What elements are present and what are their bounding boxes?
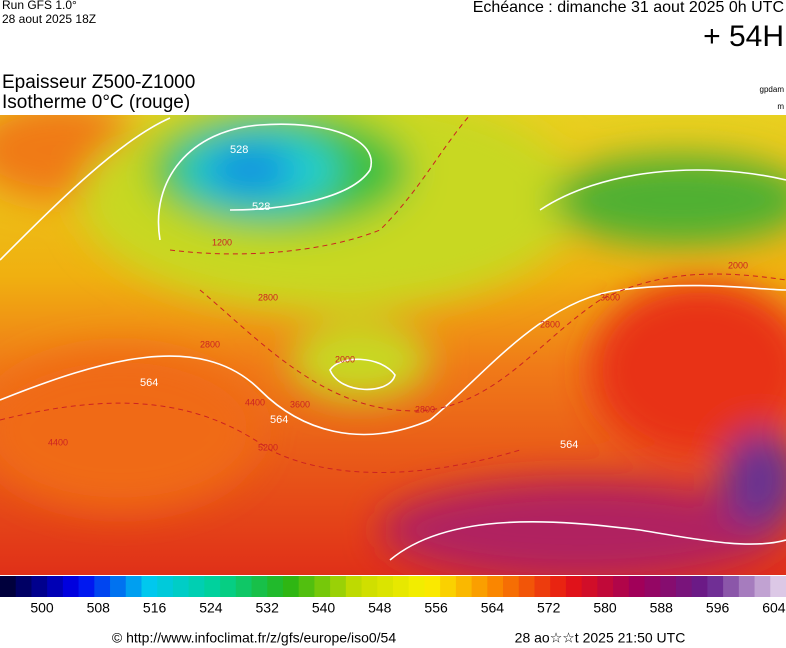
colorbar: 500 508 516 524 532 540 548 556 564 572 580 588 596 6… <box>0 576 786 616</box>
colorbar-swatch <box>534 576 551 597</box>
colorbar-label: 540 <box>312 600 336 616</box>
colorbar-swatch <box>47 576 64 597</box>
colorbar-swatch <box>172 576 190 597</box>
colorbar-swatch <box>125 576 142 597</box>
colorbar-swatch <box>110 576 127 597</box>
colorbar-swatch <box>94 576 111 597</box>
colorbar-swatch <box>298 576 315 597</box>
colorbar-swatch <box>141 576 158 597</box>
colorbar-swatch <box>314 576 331 597</box>
colorbar-swatch <box>361 576 378 597</box>
unit: gpdam <box>760 85 785 94</box>
thickness-label: 528 <box>252 201 270 213</box>
colorbar-swatch <box>157 576 174 597</box>
colorbar-label: 548 <box>368 600 392 616</box>
colorbar-swatch <box>267 576 284 597</box>
iso0-label: 5200 <box>258 442 278 452</box>
colorbar-label: 588 <box>650 600 674 616</box>
colorbar-label: 604 <box>762 600 786 616</box>
colorbar-swatch <box>0 576 17 597</box>
colorbar-swatch <box>204 576 221 597</box>
iso0-label: 2000 <box>335 354 355 364</box>
colorbar-swatch <box>282 576 300 597</box>
source: © http://www.infoclimat.fr/z/gfs/europe/… <box>112 630 396 646</box>
colorbar-swatch <box>550 576 567 597</box>
iso0-label: 2800 <box>540 319 560 329</box>
colorbar-label: 532 <box>256 600 280 616</box>
colorbar-swatch <box>330 576 347 597</box>
iso0-label: 2000 <box>728 260 748 270</box>
iso0-label: 4400 <box>48 437 68 447</box>
colorbar-swatch <box>31 576 48 597</box>
colorbar-swatch <box>62 576 80 597</box>
colorbar-label: 524 <box>199 600 223 616</box>
colorbar-label: 580 <box>593 600 617 616</box>
colorbar-label: 556 <box>424 600 448 616</box>
colorbar-swatch <box>188 576 205 597</box>
colorbar-swatch <box>691 576 708 597</box>
colorbar-swatch <box>424 576 441 597</box>
colorbar-swatch <box>78 576 95 597</box>
colorbar-swatch <box>345 576 363 597</box>
colorbar-label: 500 <box>30 600 54 616</box>
thickness-label: 528 <box>230 144 248 156</box>
colorbar-swatch <box>377 576 394 597</box>
colorbar-swatch <box>251 576 268 597</box>
thickness-label: 564 <box>140 377 158 389</box>
colorbar-swatch <box>660 576 677 597</box>
colorbar-swatch <box>597 576 614 597</box>
colorbar-label: 516 <box>143 600 167 616</box>
iso0-label: 1200 <box>212 237 232 247</box>
colorbar-swatch <box>235 576 253 597</box>
iso0-label: 3600 <box>290 399 310 409</box>
colorbar-swatch <box>770 576 786 597</box>
colorbar-swatch <box>628 576 646 597</box>
colorbar-swatch <box>487 576 504 597</box>
lead-time: + 54H <box>703 20 784 53</box>
colorbar-swatch <box>613 576 630 597</box>
colorbar-swatch <box>518 576 535 597</box>
title: Epaisseur Z500-Z1000 <box>2 72 195 93</box>
colorbar-swatch <box>754 576 771 597</box>
colorbar-swatch <box>15 576 32 597</box>
colorbar-swatch <box>440 576 457 597</box>
unit: m <box>777 102 784 111</box>
colorbar-swatch <box>220 576 237 597</box>
colorbar-swatch <box>455 576 473 597</box>
generated: 28 ao☆☆t 2025 21:50 UTC <box>515 630 686 646</box>
colorbar-swatch <box>565 576 583 597</box>
colorbar-swatch <box>393 576 410 597</box>
colorbar-swatch <box>581 576 598 597</box>
iso0-label: 2800 <box>415 404 435 414</box>
contour-labels: 528 528 564 564 564 1200 2800 2800 3600 4400 5200 2… <box>48 144 748 452</box>
iso0-label: 2800 <box>258 292 278 302</box>
valid-time: Echéance : dimanche 31 aout 2025 0h UTC <box>473 0 784 16</box>
colorbar-label: 508 <box>87 600 111 616</box>
colorbar-swatch <box>738 576 756 597</box>
colorbar-swatch <box>707 576 724 597</box>
colorbar-label: 572 <box>537 600 561 616</box>
colorbar-label: 564 <box>481 600 505 616</box>
iso0-label: 3600 <box>600 292 620 302</box>
iso0-label: 2800 <box>200 339 220 349</box>
run: Run GFS 1.0° <box>2 0 77 12</box>
colorbar-label: 596 <box>706 600 730 616</box>
colorbar-swatch <box>675 576 693 597</box>
colorbar-swatch <box>723 576 740 597</box>
colorbar-swatch <box>644 576 661 597</box>
map-field <box>0 115 786 575</box>
thickness-label: 564 <box>270 414 288 426</box>
colorbar-swatch <box>408 576 425 597</box>
run-date: 28 aout 2025 18Z <box>2 12 96 26</box>
subtitle: Isotherme 0°C (rouge) <box>2 92 190 113</box>
colorbar-swatch <box>471 576 488 597</box>
thickness-label: 564 <box>560 439 578 451</box>
iso0-label: 4400 <box>245 397 265 407</box>
colorbar-swatch <box>503 576 520 597</box>
